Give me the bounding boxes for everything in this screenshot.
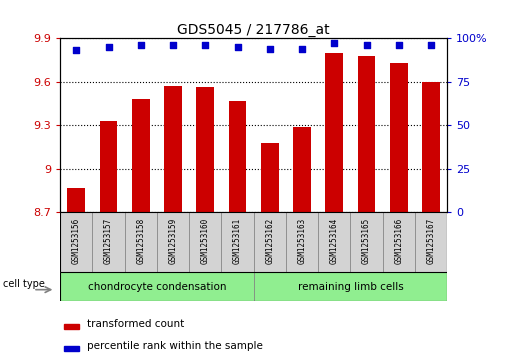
Bar (221, 212, 254, 272)
Text: GSM1253158: GSM1253158 (137, 218, 145, 264)
Text: GSM1253165: GSM1253165 (362, 218, 371, 264)
Bar (60, 212, 93, 272)
Point (169, 42, 177, 48)
Bar (124, 212, 157, 272)
Bar (390, 63, 407, 212)
Bar (67, 188, 85, 212)
Point (72, 48, 81, 53)
Point (362, 42, 371, 48)
Point (105, 44, 113, 50)
Bar (318, 212, 350, 272)
Bar (132, 99, 150, 212)
Point (298, 46, 306, 52)
Text: GSM1253166: GSM1253166 (394, 218, 403, 264)
Text: GSM1253161: GSM1253161 (233, 218, 242, 264)
Text: GSM1253167: GSM1253167 (427, 218, 436, 264)
Bar (229, 101, 246, 212)
Bar (261, 143, 279, 212)
Bar (164, 86, 182, 212)
Text: remaining limb cells: remaining limb cells (298, 282, 403, 292)
Bar (254, 272, 447, 301)
Bar (383, 212, 415, 272)
Text: GSM1253159: GSM1253159 (168, 218, 177, 264)
Bar (93, 212, 124, 272)
Text: GSM1253156: GSM1253156 (72, 218, 81, 264)
Bar (358, 56, 376, 212)
Text: transformed count: transformed count (87, 319, 185, 329)
Bar (325, 53, 343, 212)
Point (201, 42, 209, 48)
Bar (350, 212, 383, 272)
Bar (254, 212, 286, 272)
Bar (189, 212, 221, 272)
Text: GSM1253164: GSM1253164 (330, 218, 339, 264)
Bar (100, 121, 117, 212)
Point (137, 42, 145, 48)
Point (233, 44, 242, 50)
Bar (293, 127, 311, 212)
Text: GSM1253163: GSM1253163 (298, 218, 306, 264)
Title: GDS5045 / 217786_at: GDS5045 / 217786_at (177, 23, 330, 37)
Bar (415, 212, 447, 272)
Bar (422, 82, 440, 212)
Text: chondrocyte condensation: chondrocyte condensation (88, 282, 226, 292)
Text: cell type: cell type (3, 279, 45, 289)
Point (427, 42, 435, 48)
Bar (60, 272, 254, 301)
Bar (286, 212, 318, 272)
Bar (64, 324, 79, 329)
Bar (64, 346, 79, 351)
Point (330, 40, 338, 46)
Point (266, 46, 274, 52)
Point (395, 42, 403, 48)
Bar (197, 87, 214, 212)
Text: GSM1253160: GSM1253160 (201, 218, 210, 264)
Text: percentile rank within the sample: percentile rank within the sample (87, 341, 263, 351)
Bar (157, 212, 189, 272)
Text: GSM1253157: GSM1253157 (104, 218, 113, 264)
Text: GSM1253162: GSM1253162 (265, 218, 274, 264)
